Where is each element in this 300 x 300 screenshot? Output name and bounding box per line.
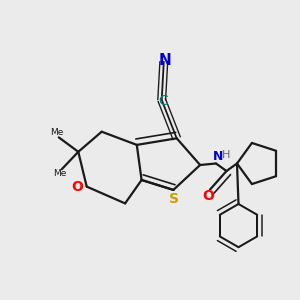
Text: C: C <box>158 94 168 108</box>
Text: N: N <box>213 150 224 164</box>
Text: Me: Me <box>54 169 67 178</box>
Text: N: N <box>159 53 172 68</box>
Text: O: O <box>202 189 214 203</box>
Text: H: H <box>222 150 231 160</box>
Text: S: S <box>169 192 179 206</box>
Text: Me: Me <box>51 128 64 137</box>
Text: O: O <box>71 180 83 194</box>
